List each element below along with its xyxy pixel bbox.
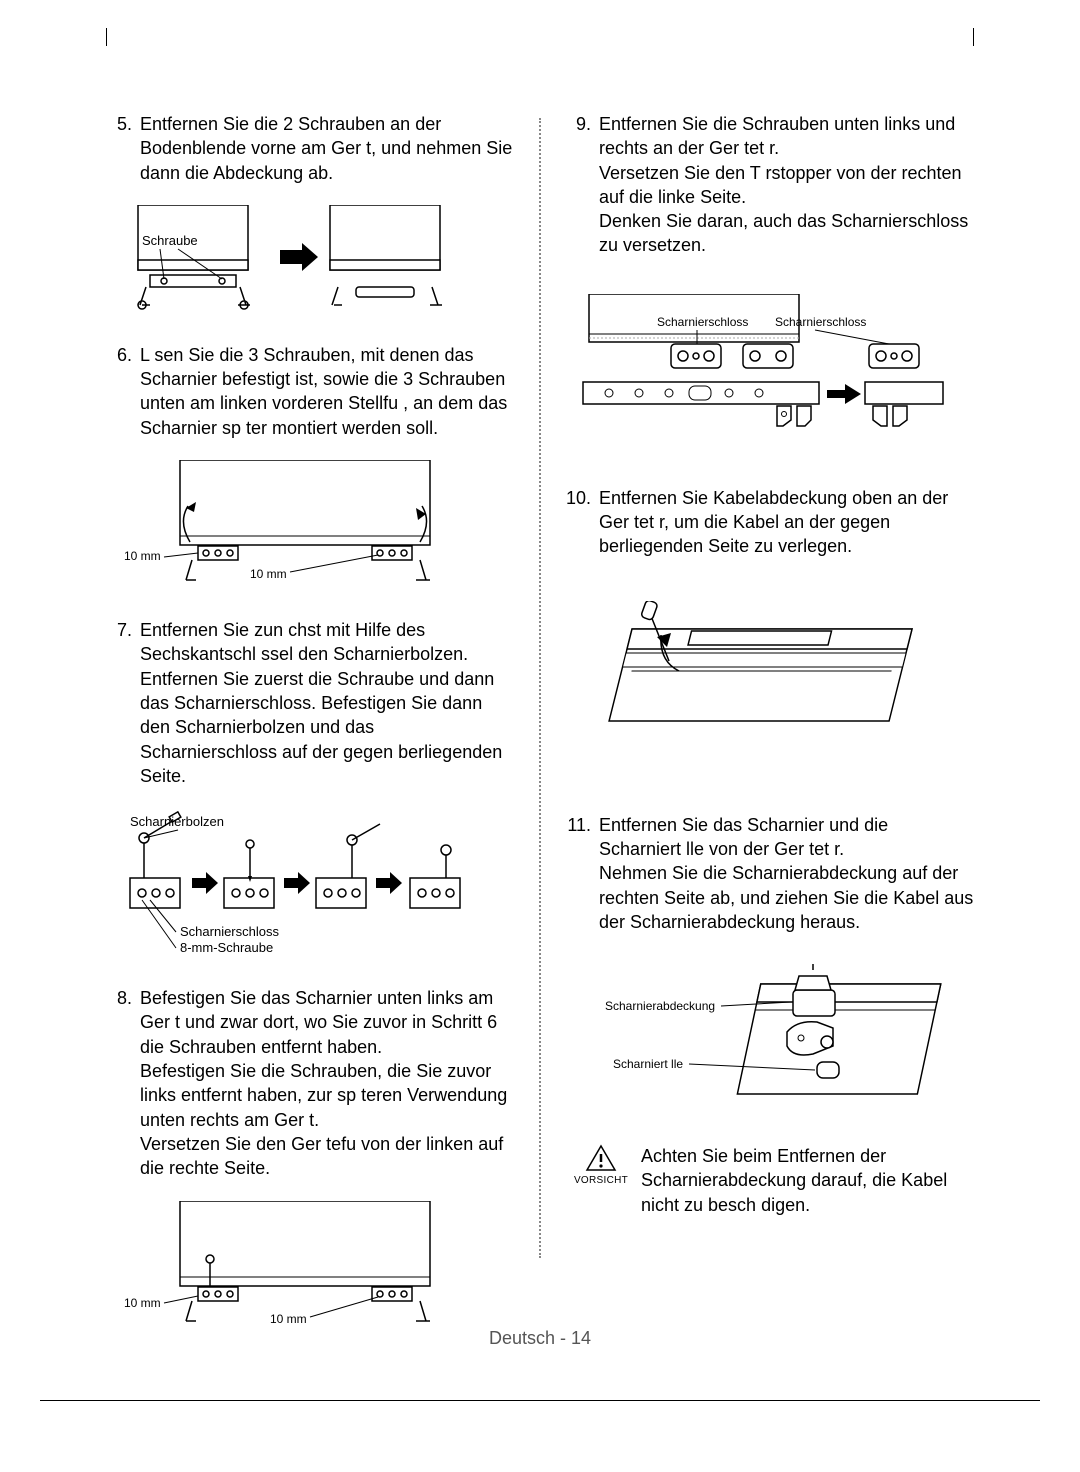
left-column: 5. Entfernen Sie die 2 Schrauben an der … — [106, 112, 515, 1352]
step-11: 11. Entfernen Sie das Scharnier und die … — [565, 813, 974, 934]
svg-text:Scharnierabdeckung: Scharnierabdeckung — [605, 999, 715, 1013]
step-number: 11. — [565, 813, 591, 934]
svg-text:8-mm-Schraube: 8-mm-Schraube — [180, 940, 273, 955]
column-divider — [539, 118, 541, 1258]
svg-text:10 mm: 10 mm — [124, 1296, 161, 1310]
step-number: 6. — [106, 343, 132, 440]
caution-icon: VORSICHT — [571, 1144, 631, 1188]
step-8: 8. Befestigen Sie das Scharnier unten li… — [106, 986, 515, 1180]
right-column: 9. Entfernen Sie die Schrauben unten lin… — [565, 112, 974, 1352]
caution-text: Achten Sie beim Entfernen der Scharniera… — [641, 1144, 974, 1217]
figure-step11: Scharnierabdeckung Scharniert lle — [605, 964, 974, 1114]
step-text: Entfernen Sie die Schrauben unten links … — [599, 112, 974, 258]
step-9: 9. Entfernen Sie die Schrauben unten lin… — [565, 112, 974, 258]
figure-step10 — [579, 601, 974, 761]
step-10: 10. Entfernen Sie Kabelabdeckung oben an… — [565, 486, 974, 559]
svg-text:10 mm: 10 mm — [124, 549, 161, 563]
svg-text:10 mm: 10 mm — [250, 567, 287, 581]
label-schraube: Schraube — [142, 233, 198, 248]
step-number: 8. — [106, 986, 132, 1180]
step-text: L sen Sie die 3 Schrauben, mit denen das… — [140, 343, 515, 440]
step-7: 7. Entfernen Sie zun chst mit Hilfe des … — [106, 618, 515, 788]
svg-text:Scharnierschloss: Scharnierschloss — [775, 315, 866, 329]
figure-step9: Scharnierschloss Scharnierschloss — [579, 294, 974, 434]
caution-note: VORSICHT Achten Sie beim Entfernen der S… — [571, 1144, 974, 1217]
step-text: Entfernen Sie Kabelabdeckung oben an der… — [599, 486, 974, 559]
figure-step6: 10 mm 10 mm — [120, 460, 515, 590]
svg-text:Scharnierbolzen: Scharnierbolzen — [130, 814, 224, 829]
svg-text:Scharniert lle: Scharniert lle — [613, 1057, 683, 1071]
step-number: 10. — [565, 486, 591, 559]
svg-text:10 mm: 10 mm — [270, 1312, 307, 1326]
step-number: 5. — [106, 112, 132, 185]
caution-label: VORSICHT — [574, 1174, 628, 1188]
step-5: 5. Entfernen Sie die 2 Schrauben an der … — [106, 112, 515, 185]
figure-step8: 10 mm 10 mm — [120, 1201, 515, 1331]
step-6: 6. L sen Sie die 3 Schrauben, mit denen … — [106, 343, 515, 440]
step-text: Entfernen Sie das Scharnier und die Scha… — [599, 813, 974, 934]
figure-step5: Schraube — [120, 205, 515, 315]
step-number: 9. — [565, 112, 591, 258]
svg-text:Scharnierschloss: Scharnierschloss — [657, 315, 748, 329]
page-footer: Deutsch - 14 — [0, 1328, 1080, 1349]
page-marks: ​​ ​ — [106, 1418, 974, 1430]
figure-step7: Scharnierbolzen Scharnierschloss 8-mm-Sc… — [120, 808, 515, 958]
step-text: Befestigen Sie das Scharnier unten links… — [140, 986, 515, 1180]
step-text: Entfernen Sie die 2 Schrauben an der Bod… — [140, 112, 515, 185]
step-number: 7. — [106, 618, 132, 788]
svg-text:Scharnierschloss: Scharnierschloss — [180, 924, 279, 939]
crop-mark-top — [106, 28, 974, 46]
step-text: Entfernen Sie zun chst mit Hilfe des Sec… — [140, 618, 515, 788]
page-content: 5. Entfernen Sie die 2 Schrauben an der … — [106, 112, 974, 1352]
